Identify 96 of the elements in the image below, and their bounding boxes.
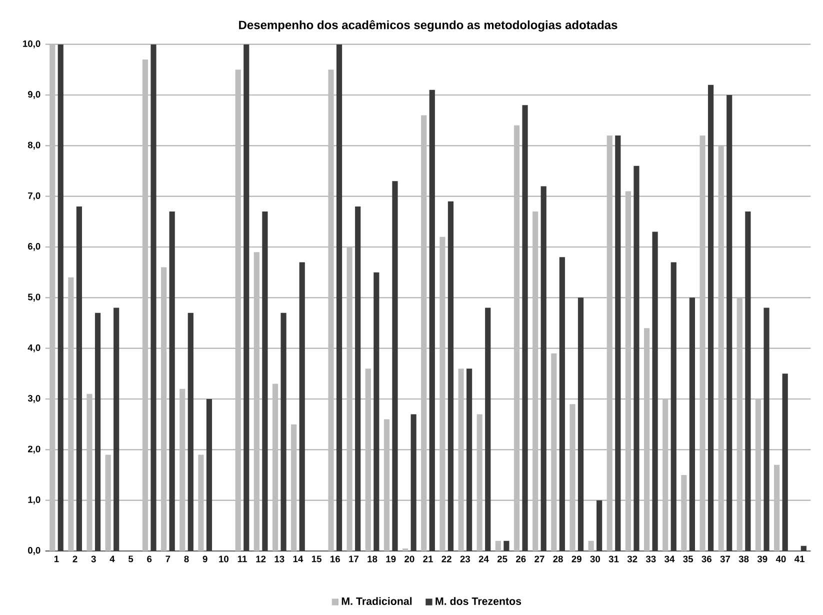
- bar: [429, 90, 435, 552]
- x-tick-label: 23: [460, 556, 470, 562]
- y-tick-label: 1,0: [28, 496, 40, 504]
- x-tick-label: 28: [553, 556, 563, 562]
- x-tick-label: 41: [794, 556, 804, 562]
- x-tick-label: 36: [702, 556, 712, 562]
- bar: [206, 399, 212, 552]
- x-tick-label: 38: [738, 556, 749, 562]
- bar: [634, 166, 640, 552]
- x-tick-label: 25: [497, 556, 508, 562]
- bar: [76, 206, 82, 552]
- x-tick-label: 34: [664, 556, 675, 562]
- x-tick-label: 11: [238, 556, 247, 562]
- bar: [150, 44, 156, 552]
- bar: [169, 212, 175, 552]
- bar: [374, 272, 380, 552]
- y-tick-label: 10,0: [23, 40, 40, 48]
- x-tick-label: 12: [256, 556, 266, 562]
- bar: [485, 308, 491, 552]
- bar: [410, 414, 416, 552]
- bar: [540, 186, 546, 552]
- x-tick-label: 1: [54, 556, 59, 562]
- bar: [652, 232, 658, 552]
- x-tick-label: 22: [442, 556, 452, 562]
- bar: [782, 374, 788, 552]
- y-tick-label: 5,0: [28, 294, 40, 302]
- bar: [504, 540, 510, 552]
- x-tick-label: 35: [683, 556, 694, 562]
- x-tick-label: 18: [368, 556, 378, 562]
- bar: [764, 308, 770, 552]
- x-tick-label: 24: [478, 556, 489, 562]
- x-tick-label: 17: [349, 556, 358, 562]
- x-tick-label: 4: [110, 556, 115, 562]
- y-tick-label: 6,0: [28, 243, 40, 251]
- x-tick-label: 6: [147, 556, 152, 562]
- bar: [280, 312, 286, 552]
- bar: [670, 262, 676, 552]
- x-tick-label: 30: [590, 556, 600, 562]
- bar: [94, 312, 101, 552]
- bar: [448, 201, 454, 552]
- y-tick-label: 4,0: [28, 344, 40, 352]
- bar: [495, 540, 501, 552]
- bar: [588, 540, 594, 552]
- chart-title: Desempenho dos acadêmicos segundo as metodologias adotadas: [239, 20, 618, 32]
- x-tick-label: 19: [386, 556, 396, 562]
- y-tick-label: 9,0: [28, 91, 40, 99]
- y-tick-label: 0,0: [28, 547, 40, 555]
- bar: [466, 368, 472, 552]
- bar: [262, 212, 268, 552]
- x-tick-label: 31: [608, 556, 619, 562]
- bar: [745, 212, 751, 552]
- y-tick-label: 8,0: [28, 142, 40, 150]
- x-tick-label: 20: [404, 556, 414, 562]
- x-tick-label: 3: [91, 556, 96, 562]
- legend-label: M. dos Trezentos: [436, 597, 522, 605]
- bar: [402, 548, 408, 552]
- x-tick-label: 27: [534, 556, 544, 562]
- bar: [615, 136, 621, 552]
- y-tick-label: 2,0: [28, 446, 40, 454]
- bar: [58, 44, 64, 552]
- bar: [114, 308, 120, 552]
- bar: [355, 206, 361, 552]
- bar: [336, 44, 342, 552]
- x-tick-label: 9: [202, 556, 208, 562]
- x-tick-label: 33: [646, 556, 656, 562]
- x-tick-label: 5: [128, 556, 134, 562]
- x-tick-label: 15: [312, 556, 322, 562]
- x-tick-label: 21: [423, 556, 433, 562]
- x-tick-label: 32: [627, 556, 638, 562]
- bar: [392, 181, 398, 552]
- x-tick-label: 10: [219, 556, 228, 562]
- bar: [708, 84, 714, 552]
- y-tick-label: 7,0: [28, 192, 40, 200]
- x-tick-label: 14: [293, 556, 304, 562]
- bar: [244, 44, 250, 552]
- bar: [188, 312, 194, 552]
- x-tick-label: 2: [72, 556, 78, 562]
- bar: [578, 298, 584, 552]
- x-tick-label: 37: [720, 556, 730, 562]
- bar: [559, 257, 565, 552]
- x-tick-label: 8: [184, 556, 189, 562]
- legend-label: M. Tradicional: [342, 597, 412, 605]
- x-tick-label: 26: [516, 556, 526, 562]
- bar: [299, 262, 305, 552]
- x-tick-label: 16: [330, 556, 340, 562]
- y-tick-label: 3,0: [28, 395, 40, 403]
- bar: [726, 95, 732, 552]
- x-tick-label: 39: [757, 556, 768, 562]
- bar: [689, 298, 696, 552]
- x-tick-label: 7: [166, 556, 170, 562]
- x-tick-label: 29: [572, 556, 582, 562]
- bar: [522, 105, 528, 552]
- x-tick-label: 40: [776, 556, 786, 562]
- bar: [596, 500, 602, 552]
- bar: [800, 546, 806, 552]
- x-tick-label: 13: [274, 556, 284, 562]
